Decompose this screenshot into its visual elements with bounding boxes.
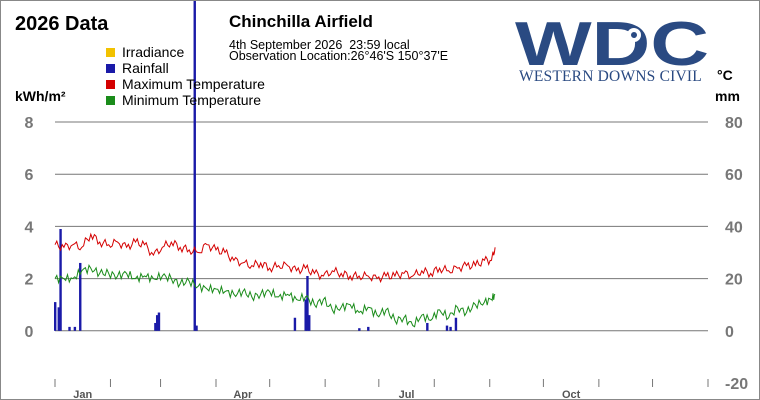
right-axis-unit-mm: mm — [715, 88, 740, 104]
x-tick-label: Jan — [73, 389, 92, 400]
rainfall-bar — [155, 315, 159, 331]
right-tick-label: 0 — [725, 324, 734, 341]
rainfall-bar — [445, 325, 449, 331]
left-tick-label: 8 — [25, 115, 34, 132]
right-axis-ticks: -20 0 20 40 60 80 — [725, 115, 748, 393]
logo-subtitle: WESTERN DOWNS CIVIL — [519, 68, 702, 85]
rainfall-bar — [449, 326, 452, 331]
temperature-lines — [54, 232, 496, 328]
rainfall-bar — [73, 326, 77, 331]
legend-swatch — [106, 47, 115, 57]
legend-swatch — [106, 95, 115, 105]
observation-time: 4th September 2026 23:59 local — [229, 38, 410, 52]
rainfall-bars — [54, 1, 458, 331]
legend-item-irradiance: Irradiance — [106, 44, 265, 60]
rainfall-bar — [304, 299, 307, 331]
legend-label: Rainfall — [122, 60, 169, 76]
x-axis-ticks: Jan Apr Jul Oct — [54, 379, 709, 400]
rainfall-bar — [308, 315, 311, 331]
wdc-logo: WDC — [515, 10, 709, 79]
observation-location: Observation Location:26°46'S 150°37'E — [229, 49, 449, 63]
right-tick-label: 60 — [725, 167, 743, 184]
legend-label: Minimum Temperature — [122, 92, 262, 108]
rainfall-bar — [193, 1, 196, 331]
right-axis-unit-celsius: °C — [717, 67, 733, 83]
rainfall-bar — [68, 326, 71, 331]
right-tick-label: 40 — [725, 219, 743, 236]
rainfall-bar — [306, 275, 309, 331]
legend: Irradiance Rainfall Maximum Temperature … — [106, 44, 265, 108]
rainfall-bar — [54, 302, 57, 331]
right-tick-label: -20 — [725, 376, 748, 393]
x-tick-label: Jul — [399, 389, 415, 400]
station-title: Chinchilla Airfield — [229, 12, 373, 31]
grid-lines — [55, 121, 708, 332]
rainfall-bar — [454, 317, 458, 331]
right-tick-label: 20 — [725, 272, 743, 289]
legend-item-rainfall: Rainfall — [106, 60, 265, 76]
legend-item-max-temp: Maximum Temperature — [106, 76, 265, 92]
left-axis-unit: kWh/m² — [15, 88, 66, 104]
left-axis-ticks: 0 2 4 6 8 — [25, 115, 34, 341]
rainfall-bar — [358, 328, 361, 331]
x-tick-label: Apr — [233, 389, 253, 400]
rainfall-bar — [426, 322, 429, 331]
left-tick-label: 4 — [25, 219, 34, 236]
gear-icon — [627, 28, 641, 42]
rainfall-bar — [195, 325, 198, 331]
left-tick-label: 6 — [25, 167, 34, 184]
rainfall-bar — [367, 326, 370, 331]
logo-text: WDC — [515, 10, 709, 79]
rainfall-bar — [59, 229, 62, 331]
data-title: 2026 Data — [15, 13, 109, 35]
rainfall-bar — [154, 322, 157, 331]
legend-swatch — [106, 79, 115, 89]
rainfall-bar — [157, 312, 161, 331]
rainfall-bar — [57, 307, 60, 331]
rainfall-bar — [293, 317, 297, 331]
rainfall-bar — [79, 262, 82, 331]
legend-item-min-temp: Minimum Temperature — [106, 92, 265, 108]
max-temp-line — [54, 232, 496, 284]
legend-label: Irradiance — [122, 44, 185, 60]
x-tick-label: Oct — [562, 389, 581, 400]
left-tick-label: 2 — [25, 272, 34, 289]
legend-swatch — [106, 63, 115, 73]
min-temp-line — [54, 263, 496, 328]
left-tick-label: 0 — [25, 324, 34, 341]
legend-label: Maximum Temperature — [122, 76, 265, 92]
right-tick-label: 80 — [725, 115, 743, 132]
